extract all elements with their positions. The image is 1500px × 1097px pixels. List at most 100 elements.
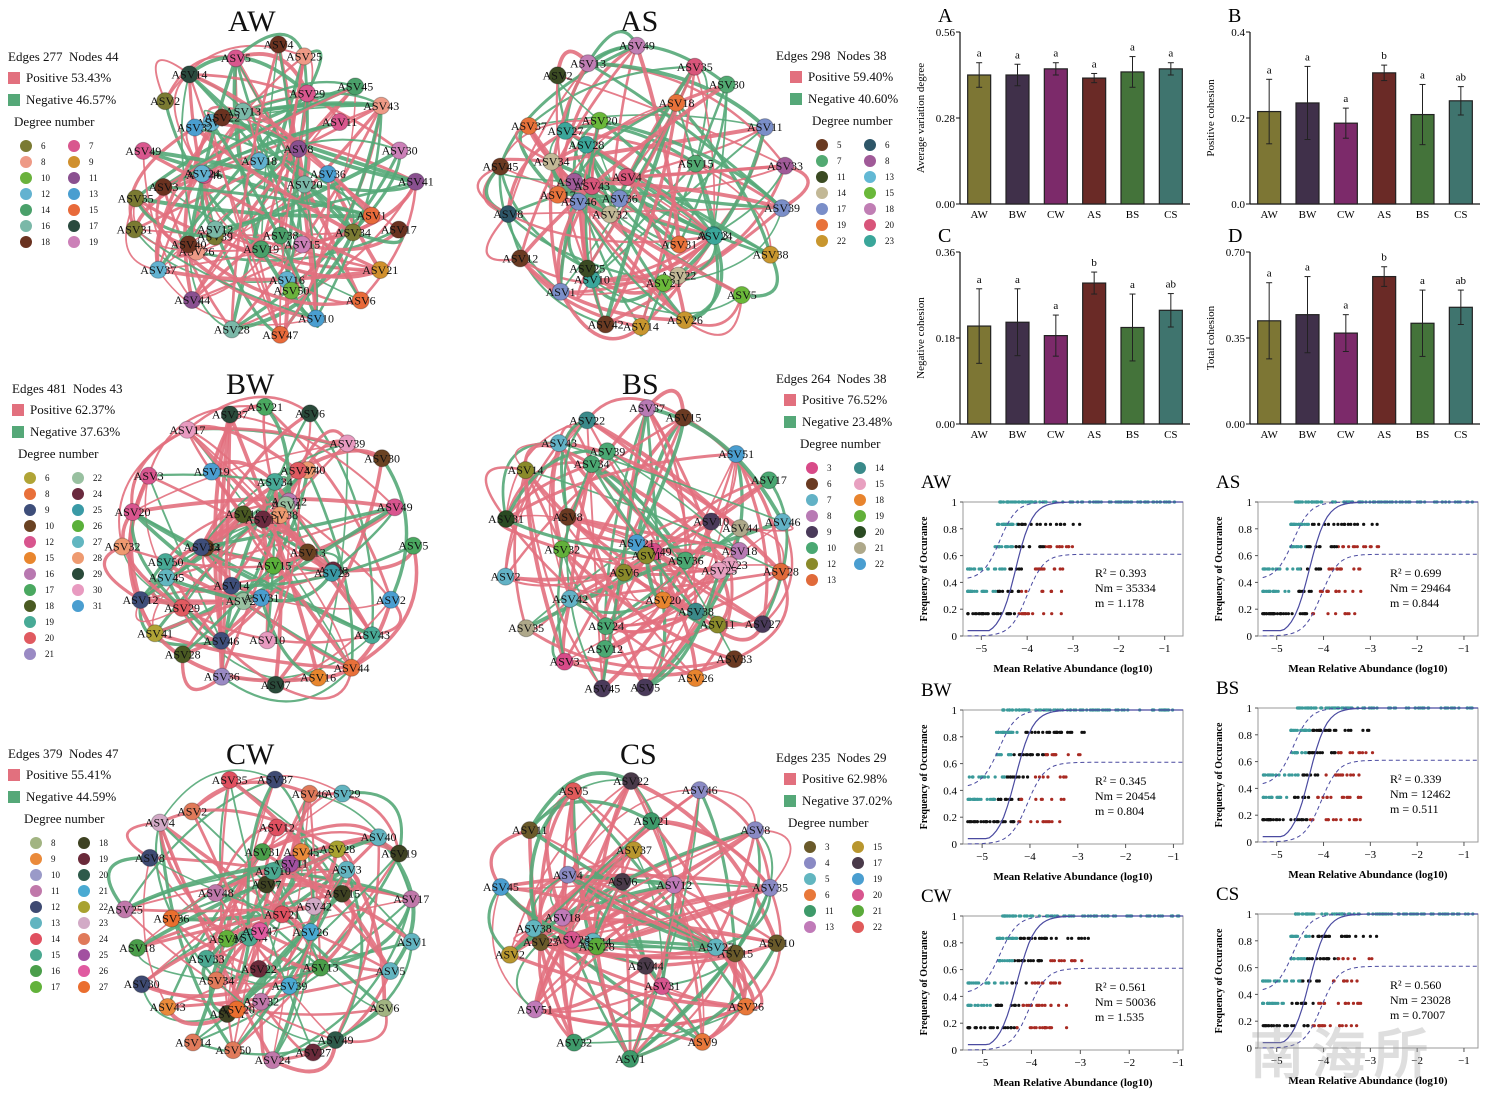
node-circle	[149, 260, 168, 279]
node-circle	[404, 536, 423, 555]
node-label: ASV45	[483, 880, 519, 894]
degree-title: Degree number	[788, 815, 869, 830]
node-label: ASV46	[203, 634, 239, 648]
node-label: ASV21	[619, 536, 655, 550]
r-squared-label: R² = 0.339	[1390, 772, 1441, 786]
degree-legend-item: 19	[78, 853, 126, 865]
node-label: ASV37	[140, 263, 176, 277]
degree-color-dot	[804, 921, 816, 933]
data-points	[1261, 500, 1474, 616]
otu-point	[1034, 1026, 1038, 1030]
negative-edge	[158, 822, 235, 1052]
otu-point	[1290, 979, 1294, 983]
negative-edge	[192, 852, 400, 1044]
positive-edge	[230, 44, 280, 330]
x-tick-label: −3	[1364, 643, 1376, 655]
x-tick-label: −4	[1318, 1055, 1330, 1067]
otu-point	[999, 797, 1003, 801]
positive-edge	[569, 478, 770, 601]
otu-point	[1262, 589, 1266, 593]
node-circle	[372, 96, 391, 115]
otu-point	[1357, 1001, 1361, 1005]
network-node: ASV16	[300, 668, 336, 687]
positive-edge	[563, 417, 685, 663]
r-squared-label: R² = 0.561	[1095, 980, 1146, 994]
positive-edge	[485, 213, 521, 262]
network-node: ASV7	[261, 675, 291, 694]
network-node: ASV30	[124, 975, 160, 994]
otu-point	[1299, 545, 1303, 549]
node-label: ASV16	[269, 273, 305, 287]
otu-point	[1066, 730, 1070, 734]
otu-point	[1035, 522, 1039, 526]
otu-point	[967, 797, 971, 801]
network-node: ASV49	[619, 36, 655, 55]
x-tick-label: BS	[1416, 209, 1429, 221]
degree-value: 18	[875, 494, 884, 505]
y-tick-label: 0.35	[1226, 333, 1246, 345]
network-node: ASV29	[164, 598, 200, 617]
otu-point	[1326, 612, 1330, 616]
node-circle	[183, 1033, 202, 1052]
otu-point	[1311, 934, 1315, 938]
network-node: ASV10	[249, 631, 285, 650]
node-circle	[582, 177, 601, 196]
positive-edge	[489, 828, 531, 888]
otu-point	[1327, 957, 1331, 961]
otu-point	[1283, 1024, 1287, 1028]
otu-point	[1014, 545, 1018, 549]
degree-value: 19	[99, 853, 108, 864]
node-label: ASV11	[322, 115, 358, 129]
node-circle	[300, 404, 319, 423]
node-label: ASV14	[171, 67, 207, 81]
network-node: ASV46	[203, 631, 239, 650]
otu-point	[983, 775, 987, 779]
legend-negative: Negative 37.63%	[12, 425, 123, 438]
node-circle	[252, 240, 271, 259]
otu-point	[990, 797, 994, 801]
network-node: ASV35	[118, 189, 154, 208]
degree-value: 9	[51, 853, 56, 864]
network-node: ASV22	[241, 959, 277, 978]
y-axis-label: Frequency of Occurance	[919, 724, 930, 829]
positive-edge	[132, 442, 348, 513]
degree-value: 19	[45, 616, 54, 627]
degree-value: 12	[51, 901, 60, 912]
node-label: ASV24	[696, 229, 732, 243]
node-label: ASV44	[628, 959, 664, 973]
node-label: ASV38	[752, 248, 788, 262]
otu-point	[1019, 589, 1024, 593]
network-stats: Edges 379 Nodes 47	[8, 746, 119, 761]
otu-point	[1009, 753, 1013, 757]
neutral-fit-curve	[967, 501, 1183, 632]
node-circle	[173, 598, 192, 617]
bar	[1372, 275, 1397, 425]
node-label: ASV43	[354, 628, 390, 642]
otu-point	[966, 589, 970, 593]
positive-edge	[571, 885, 771, 942]
node-circle	[333, 884, 352, 903]
positive-edge	[199, 411, 311, 548]
network-node: ASV31	[644, 977, 680, 996]
otu-point	[985, 797, 989, 801]
node-label: ASV6	[346, 293, 376, 307]
otu-point	[1350, 979, 1354, 983]
network-node: ASV38	[262, 226, 298, 245]
otu-point	[1306, 1024, 1310, 1028]
positive-edge	[186, 395, 311, 431]
otu-point	[1029, 959, 1033, 963]
x-tick-label: −1	[1168, 851, 1180, 863]
positive-edge	[162, 85, 356, 188]
otu-point	[1045, 730, 1049, 734]
otu-point	[1275, 1024, 1279, 1028]
degree-value: 14	[837, 187, 846, 198]
otu-point	[1349, 522, 1353, 526]
otu-point	[1310, 522, 1315, 526]
node-label: ASV12	[502, 251, 538, 265]
node-label: ASV30	[364, 451, 400, 465]
node-label: ASV28	[319, 842, 355, 856]
network-node: ASV28	[568, 135, 604, 154]
network-node: ASV14	[623, 317, 659, 336]
network-node: ASV11	[322, 113, 358, 132]
